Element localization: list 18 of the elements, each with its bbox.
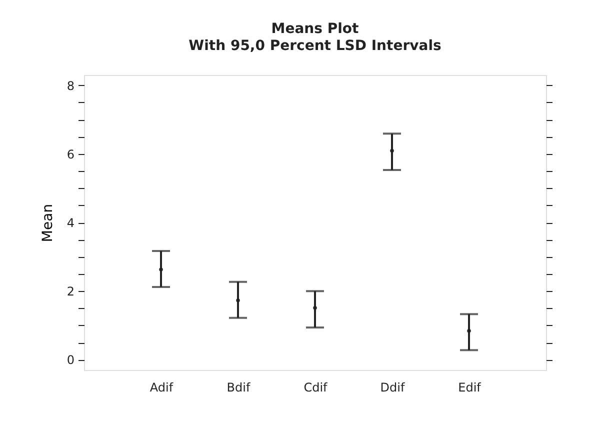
y-tick-label: 0 — [66, 353, 74, 368]
x-tick-label: Ddif — [380, 380, 406, 394]
point — [467, 329, 471, 333]
x-tick-label: Edif — [458, 380, 482, 394]
x-tick-label: Cdif — [304, 380, 328, 394]
x-tick-label: Bdif — [226, 380, 251, 394]
point — [236, 298, 240, 302]
point — [313, 306, 317, 310]
y-tick-label: 8 — [66, 78, 74, 93]
chart-subtitle: With 95,0 Percent LSD Intervals — [188, 38, 442, 54]
y-tick-label: 6 — [66, 147, 74, 162]
y-tick-label: 2 — [66, 284, 74, 299]
point — [390, 148, 394, 153]
chart-title: Means Plot — [271, 21, 360, 37]
x-tick-label: Adif — [150, 380, 174, 394]
point — [159, 268, 163, 272]
y-tick-label: 4 — [66, 216, 74, 230]
y-axis-title: Mean — [40, 204, 56, 242]
